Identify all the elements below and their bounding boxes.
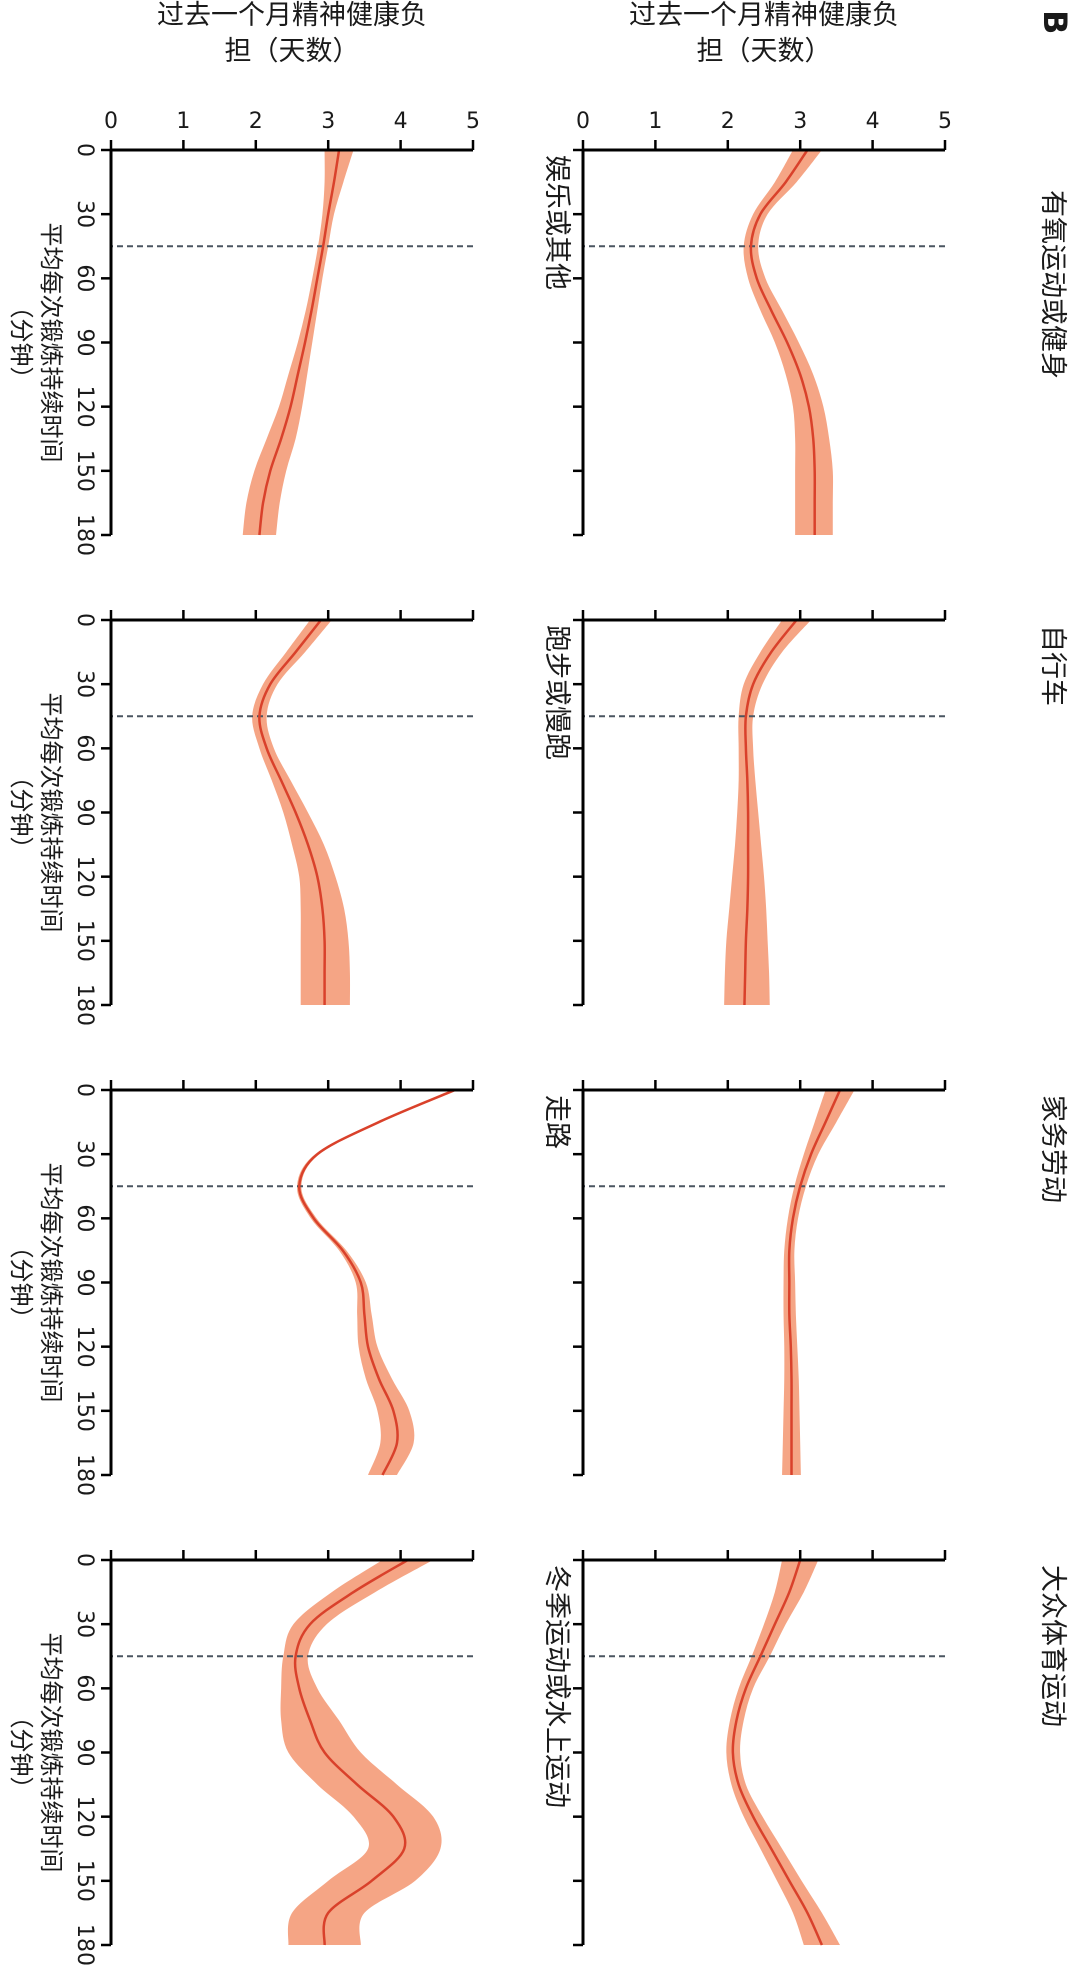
x-tick-label: 120 bbox=[72, 1796, 97, 1838]
series-line bbox=[258, 619, 326, 1005]
series-line bbox=[749, 149, 817, 535]
x-tick-label: 0 bbox=[72, 1553, 97, 1567]
x-tick-label: 0 bbox=[72, 1083, 97, 1097]
y-tick-label: 0 bbox=[104, 109, 118, 134]
x-tick-label: 180 bbox=[72, 1924, 97, 1966]
x-axis-label-line2: （分钟） bbox=[7, 1705, 35, 1801]
x-axis-label-line1: 平均每次锻炼持续时间 bbox=[37, 1633, 65, 1873]
x-axis-label-line2: （分钟） bbox=[7, 765, 35, 861]
x-tick-label: 120 bbox=[72, 386, 97, 428]
x-tick-label: 0 bbox=[72, 143, 97, 157]
confidence-band bbox=[297, 1090, 459, 1475]
x-tick-label: 0 bbox=[72, 613, 97, 627]
x-tick-label: 90 bbox=[72, 1269, 97, 1297]
x-tick-label: 60 bbox=[72, 1204, 97, 1232]
y-tick-label: 0 bbox=[576, 109, 590, 134]
panel-title: 跑步或慢跑 bbox=[541, 625, 572, 760]
panel-title: 娱乐或其他 bbox=[541, 155, 572, 290]
x-tick-label: 180 bbox=[72, 984, 97, 1026]
x-tick-label: 90 bbox=[72, 799, 97, 827]
x-tick-label: 120 bbox=[72, 1326, 97, 1368]
ylabel-top-line2: 担（天数） bbox=[697, 36, 832, 67]
ylabel-bottom-line2: 担（天数） bbox=[225, 36, 360, 67]
y-tick-label: 2 bbox=[721, 109, 735, 134]
y-tick-label: 3 bbox=[321, 109, 335, 134]
x-tick-label: 150 bbox=[72, 1860, 97, 1902]
x-tick-label: 60 bbox=[72, 734, 97, 762]
x-tick-label: 150 bbox=[72, 920, 97, 962]
chart-panel: 有氧运动或健身 0 1 2 3 4 5 bbox=[573, 109, 1068, 537]
x-tick-label: 90 bbox=[72, 1739, 97, 1767]
panel-title: 家务劳动 bbox=[1037, 1095, 1068, 1203]
ylabel-top-line1: 过去一个月精神健康负 bbox=[629, 0, 899, 31]
panel-title: 走路 bbox=[541, 1095, 572, 1149]
y-tick-label: 3 bbox=[793, 109, 807, 134]
y-tick-label: 4 bbox=[866, 109, 880, 134]
confidence-band bbox=[280, 1560, 442, 1945]
x-tick-label: 30 bbox=[72, 1140, 97, 1168]
y-tick-label: 2 bbox=[249, 109, 263, 134]
x-tick-label: 30 bbox=[72, 200, 97, 228]
x-axis-label-line2: （分钟） bbox=[7, 295, 35, 391]
x-axis-label-line1: 平均每次锻炼持续时间 bbox=[37, 1163, 65, 1403]
panel-title: 冬季运动或水上运动 bbox=[541, 1565, 572, 1808]
x-tick-label: 30 bbox=[72, 1610, 97, 1638]
y-tick-label: 1 bbox=[648, 109, 662, 134]
confidence-band bbox=[726, 1560, 841, 1945]
confidence-band bbox=[242, 150, 354, 535]
x-tick-label: 90 bbox=[72, 329, 97, 357]
x-axis-label-line1: 平均每次锻炼持续时间 bbox=[37, 693, 65, 933]
chart-panel: 家务劳动 bbox=[573, 1080, 1068, 1477]
rotated-figure: B 过去一个月精神健康负 担（天数） 过去一个月精神健康负 担（天数） 有氧运动… bbox=[7, 0, 1074, 1966]
x-axis-label-line2: （分钟） bbox=[7, 1235, 35, 1331]
panel-title: 有氧运动或健身 bbox=[1037, 190, 1068, 379]
panel-title: 自行车 bbox=[1037, 625, 1068, 706]
confidence-band bbox=[724, 620, 812, 1005]
x-tick-label: 150 bbox=[72, 450, 97, 492]
chart-panel: 走路 0 30 60 90 120 150 180 平均每次锻炼持续时间（分钟） bbox=[7, 1080, 572, 1496]
series-line bbox=[293, 1558, 409, 1946]
series-line bbox=[787, 1089, 842, 1475]
x-tick-label: 150 bbox=[72, 1390, 97, 1432]
x-tick-label: 60 bbox=[72, 264, 97, 292]
series-line bbox=[258, 149, 341, 536]
series-line bbox=[731, 1559, 824, 1946]
chart-panel: 娱乐或其他 0 1 2 3 4 5 0 30 60 90 120 150 180 平均每次锻炼持续时间（分钟… bbox=[7, 109, 572, 556]
panel-title: 大众体育运动 bbox=[1037, 1565, 1068, 1727]
y-tick-label: 4 bbox=[394, 109, 408, 134]
chart-panel: 冬季运动或水上运动 0 30 60 90 120 150 180 平均每次锻炼持续时间（分钟） bbox=[7, 1550, 572, 1966]
chart-panel: 自行车 bbox=[573, 610, 1068, 1007]
y-tick-label: 1 bbox=[176, 109, 190, 134]
x-axis-label-line1: 平均每次锻炼持续时间 bbox=[37, 223, 65, 463]
chart-panel: 跑步或慢跑 0 30 60 90 120 150 180 平均每次锻炼持续时间（分钟） bbox=[7, 610, 572, 1026]
y-tick-label: 5 bbox=[466, 109, 480, 134]
series-line bbox=[297, 1088, 456, 1476]
x-tick-label: 180 bbox=[72, 514, 97, 556]
confidence-band bbox=[252, 620, 351, 1005]
x-tick-label: 60 bbox=[72, 1674, 97, 1702]
ylabel-bottom-line1: 过去一个月精神健康负 bbox=[157, 0, 427, 31]
series-line bbox=[743, 619, 798, 1006]
x-tick-label: 30 bbox=[72, 670, 97, 698]
chart-panel: 大众体育运动 bbox=[573, 1550, 1068, 1947]
x-tick-label: 180 bbox=[72, 1454, 97, 1496]
confidence-band bbox=[782, 1090, 855, 1475]
x-tick-label: 120 bbox=[72, 856, 97, 898]
y-tick-label: 5 bbox=[938, 109, 952, 134]
panel-letter: B bbox=[1036, 10, 1074, 34]
